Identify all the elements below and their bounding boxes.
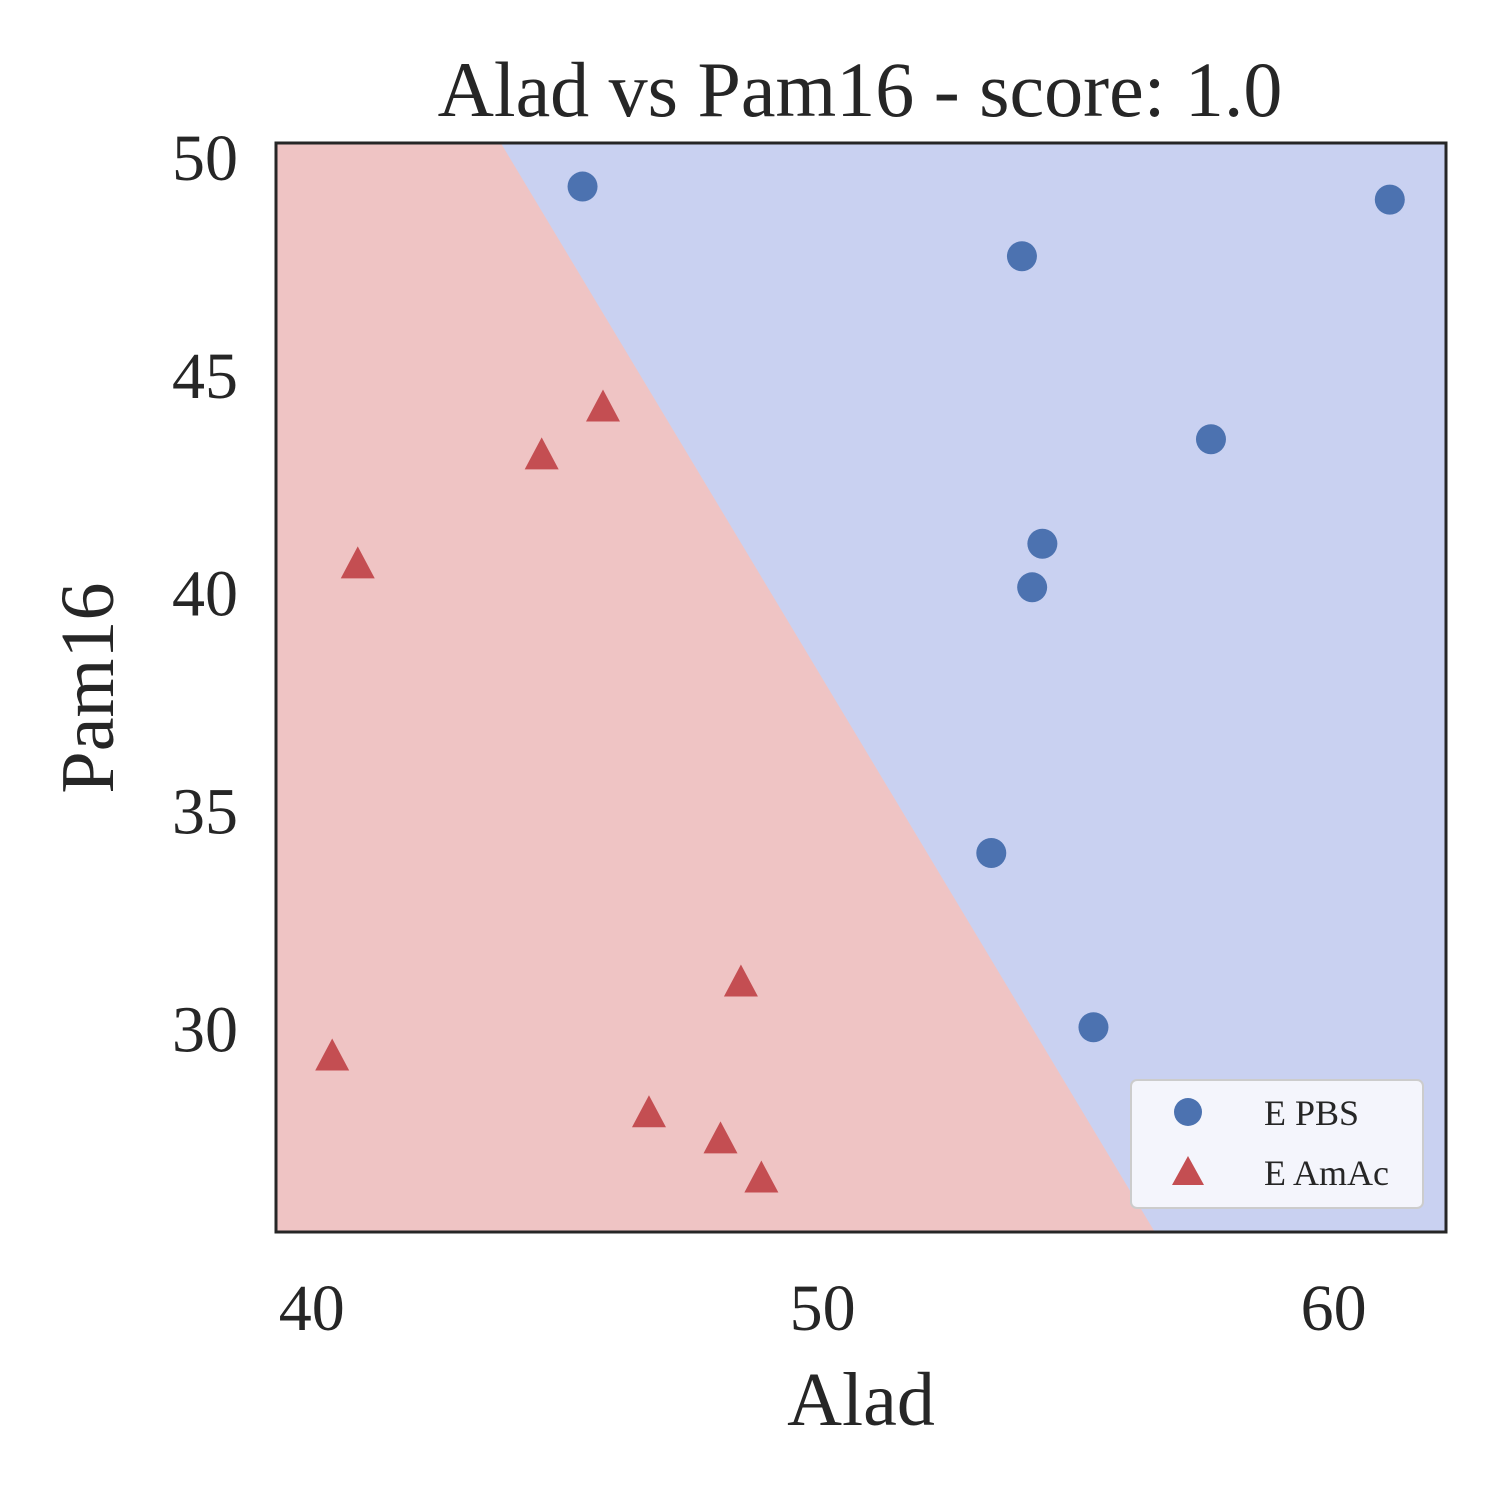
chart-title: Alad vs Pam16 - score: 1.0 [438, 46, 1283, 133]
x-tick-label-50: 50 [790, 1272, 856, 1345]
e-amac-point-5 [315, 1038, 350, 1071]
e-pbs-point-3 [1374, 184, 1405, 215]
legend-marker-e-amac [1172, 1156, 1204, 1185]
e-pbs-point-5 [1027, 528, 1058, 559]
e-amac-point-1 [585, 389, 620, 422]
y-tick-label-50: 50 [172, 122, 238, 195]
x-tick-label-40: 40 [279, 1272, 345, 1345]
e-pbs-point-8 [1078, 1012, 1109, 1043]
y-tick-label-30: 30 [172, 993, 238, 1066]
y-tick-label-45: 45 [172, 340, 238, 413]
e-amac-point-4 [723, 964, 758, 997]
e-pbs-point-7 [976, 838, 1007, 869]
legend-marker-e-pbs [1174, 1098, 1202, 1126]
e-pbs-point-2 [1006, 241, 1037, 272]
e-amac-point-3 [340, 546, 375, 579]
e-amac-point-6 [631, 1095, 666, 1128]
plot-frame [274, 141, 1448, 1234]
e-amac-point-8 [744, 1160, 779, 1193]
y-tick-label-40: 40 [172, 558, 238, 631]
e-amac-point-7 [703, 1121, 738, 1154]
e-pbs-point-4 [1195, 424, 1226, 455]
legend: E PBS E AmAc [1130, 1079, 1424, 1209]
legend-label-e-amac: E AmAc [1264, 1153, 1389, 1193]
e-pbs-point-6 [1017, 572, 1048, 603]
e-pbs-point-1 [567, 171, 598, 202]
x-tick-label-60: 60 [1301, 1272, 1367, 1345]
y-axis-label: Pam16 [46, 582, 130, 793]
e-amac-point-2 [524, 437, 559, 470]
legend-box [1130, 1079, 1424, 1209]
legend-label-e-pbs: E PBS [1264, 1093, 1359, 1133]
x-axis-label: Alad [787, 1358, 935, 1442]
region-e-amac [276, 143, 1155, 1232]
y-tick-label-35: 35 [172, 775, 238, 848]
